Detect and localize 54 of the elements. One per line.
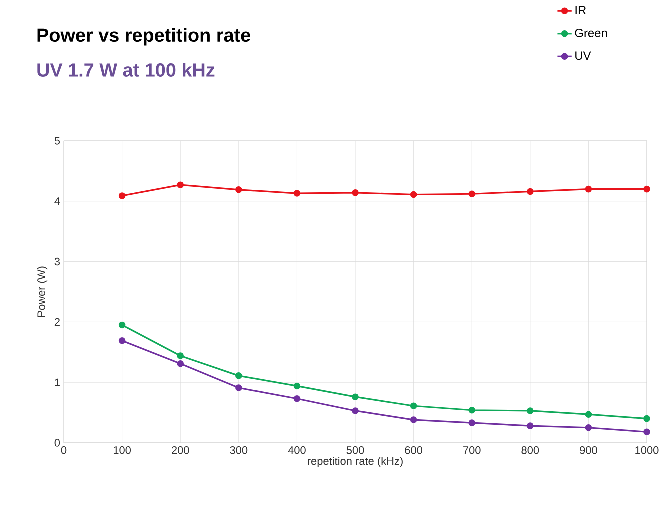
x-tick-label: 600 — [405, 446, 423, 454]
point — [118, 192, 126, 200]
x-tick-label: 200 — [172, 446, 190, 454]
point — [236, 372, 242, 380]
legend-label: Green — [575, 28, 608, 38]
point — [527, 188, 534, 196]
point — [410, 402, 418, 410]
x-tick-label: 300 — [230, 446, 248, 454]
y-tick-label: 2 — [54, 318, 60, 326]
point — [410, 191, 418, 198]
y-tick-label: 3 — [54, 258, 60, 266]
y-tick-label: 5 — [54, 137, 60, 145]
point — [352, 190, 359, 196]
point — [177, 182, 184, 188]
point — [527, 408, 534, 414]
point — [177, 352, 184, 360]
legend-label: IR — [576, 6, 586, 14]
x-tick-label: 700 — [464, 446, 481, 454]
point — [468, 406, 476, 414]
point — [294, 382, 301, 390]
point — [527, 422, 534, 430]
point — [118, 322, 126, 329]
x-axis-title: repetition rate (kHz) — [308, 457, 403, 468]
x-tick-label: 1000 — [636, 446, 659, 454]
point — [236, 384, 242, 392]
point — [352, 408, 359, 414]
point — [410, 416, 418, 424]
x-tick-label: 800 — [522, 446, 540, 454]
point — [118, 338, 126, 344]
point — [294, 190, 301, 197]
y-tick-label: 0 — [54, 439, 60, 447]
point — [644, 186, 650, 193]
chart-title: Power vs repetition rate — [38, 28, 250, 46]
x-tick-label: 0 — [61, 446, 67, 454]
x-tick-label: 400 — [288, 446, 306, 454]
point — [585, 186, 592, 193]
point — [294, 396, 301, 402]
point — [644, 428, 650, 436]
point — [468, 190, 476, 198]
legend-label: UV — [576, 52, 592, 60]
point — [644, 415, 650, 422]
y-axis-title: Power (W) — [37, 266, 48, 317]
point — [585, 411, 592, 418]
point — [585, 424, 592, 432]
point — [236, 186, 242, 194]
x-tick-label: 100 — [114, 446, 132, 454]
point — [177, 360, 184, 368]
y-tick-label: 1 — [55, 378, 60, 386]
x-tick-label: 500 — [346, 446, 364, 454]
y-tick-label: 4 — [54, 198, 60, 206]
point — [352, 394, 359, 400]
x-tick-label: 900 — [580, 446, 598, 454]
point — [468, 420, 476, 426]
chart-subtitle: UV 1.7 W at 100 kHz — [38, 63, 215, 77]
